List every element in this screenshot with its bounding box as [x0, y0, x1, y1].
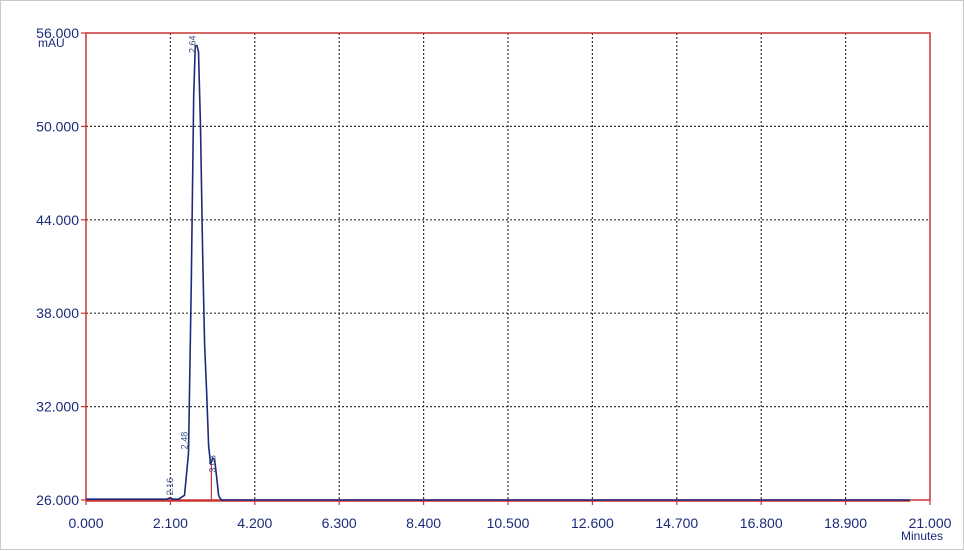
peak-label: 2.64: [187, 35, 197, 53]
x-axis-unit-label: Minutes: [901, 529, 943, 543]
x-tick-label: 12.600: [571, 515, 614, 531]
peak-labels: 2.16 2.48 2.64 3.03: [165, 35, 218, 495]
y-tick-label: 32.000: [36, 399, 79, 415]
x-axis-ticks: 0.000 2.100 4.200 6.300 8.400 10.500 12.600 14.…: [68, 500, 952, 531]
y-tick-label: 26.000: [36, 492, 79, 508]
x-tick-label: 21.000: [909, 515, 952, 531]
peak-label: 2.16: [165, 478, 175, 496]
x-tick-label: 4.200: [237, 515, 272, 531]
x-tick-label: 16.800: [740, 515, 783, 531]
x-tick-label: 8.400: [406, 515, 441, 531]
x-tick-label: 2.100: [153, 515, 188, 531]
grid-lines: [86, 33, 930, 500]
x-tick-label: 0.000: [68, 515, 103, 531]
peak-label: 2.48: [179, 432, 189, 450]
x-tick-label: 6.300: [322, 515, 357, 531]
y-tick-label: 56.000: [36, 25, 79, 41]
y-tick-label: 50.000: [36, 118, 79, 134]
y-axis-ticks: 26.000 32.000 38.000 44.000 50.000 56.000: [36, 25, 86, 508]
x-tick-label: 10.500: [487, 515, 530, 531]
x-tick-label: 18.900: [824, 515, 867, 531]
y-tick-label: 44.000: [36, 212, 79, 228]
y-axis-unit-label: mAU: [38, 36, 65, 50]
y-tick-label: 38.000: [36, 305, 79, 321]
x-tick-label: 14.700: [655, 515, 698, 531]
peak-label: 3.03: [207, 455, 217, 473]
plot-area: [86, 44, 910, 502]
series-line: [86, 44, 910, 501]
